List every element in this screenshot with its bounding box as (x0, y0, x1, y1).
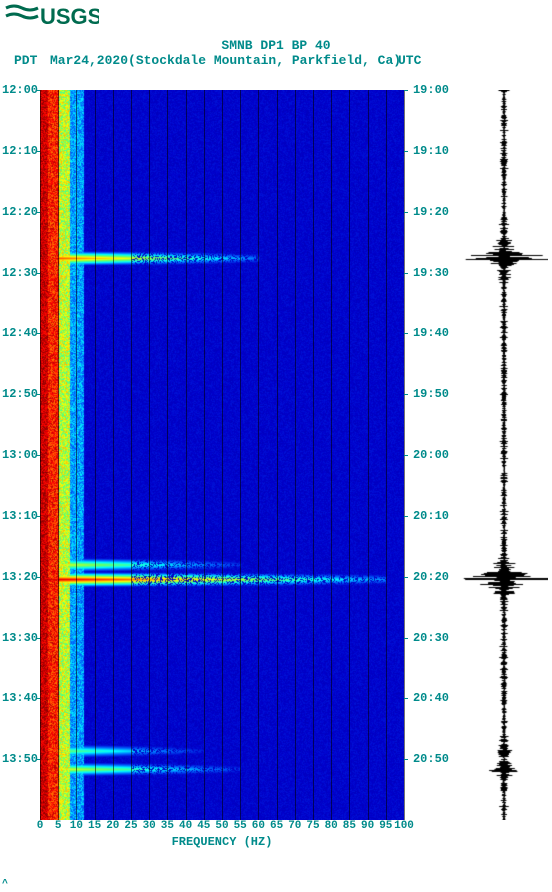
tick-mark (404, 151, 408, 152)
gridline (149, 90, 150, 820)
chart-title: SMNB DP1 BP 40 (0, 38, 552, 53)
tick-mark (404, 333, 408, 334)
gridline (240, 90, 241, 820)
frequency-tick: 55 (234, 820, 247, 832)
frequency-tick: 90 (361, 820, 374, 832)
tick-mark (36, 577, 40, 578)
frequency-axis-label: FREQUENCY (HZ) (40, 835, 404, 849)
svg-text:USGS: USGS (40, 4, 99, 29)
tick-mark (36, 90, 40, 91)
tick-mark (36, 333, 40, 334)
tick-mark (404, 455, 408, 456)
tick-mark (36, 212, 40, 213)
tick-mark (36, 394, 40, 395)
gridline (204, 90, 205, 820)
right-time-tick: 19:00 (404, 84, 449, 96)
frequency-tick: 100 (394, 820, 414, 832)
right-time-tick: 19:30 (404, 267, 449, 279)
footer-mark: ^ (2, 879, 8, 890)
tick-mark (404, 577, 408, 578)
frequency-tick: 10 (70, 820, 83, 832)
root-container: USGS SMNB DP1 BP 40 PDT Mar24,2020(Stock… (0, 0, 552, 892)
frequency-tick: 95 (379, 820, 392, 832)
frequency-tick: 0 (37, 820, 44, 832)
tick-mark (36, 698, 40, 699)
spectrogram-chart (40, 90, 404, 820)
gridline (167, 90, 168, 820)
gridline (295, 90, 296, 820)
gridline (58, 90, 59, 820)
tick-mark (404, 394, 408, 395)
frequency-axis-ticks: 0510152025303540455055606570758085909510… (40, 820, 404, 834)
frequency-tick: 30 (143, 820, 156, 832)
gridline (113, 90, 114, 820)
gridline (76, 90, 77, 820)
right-time-tick: 20:10 (404, 510, 449, 522)
gridline (131, 90, 132, 820)
frequency-tick: 85 (343, 820, 356, 832)
frequency-tick: 15 (88, 820, 101, 832)
tick-mark (36, 516, 40, 517)
gridline (258, 90, 259, 820)
frequency-tick: 5 (55, 820, 62, 832)
right-time-tick: 19:40 (404, 327, 449, 339)
gridline (186, 90, 187, 820)
tick-mark (36, 455, 40, 456)
waveform-canvas (460, 90, 548, 820)
right-time-tick: 19:20 (404, 206, 449, 218)
right-time-tick: 19:50 (404, 388, 449, 400)
gridline (331, 90, 332, 820)
gridline (313, 90, 314, 820)
tick-mark (404, 212, 408, 213)
right-time-tick: 20:20 (404, 571, 449, 583)
tick-mark (36, 638, 40, 639)
tick-mark (404, 516, 408, 517)
right-time-tick: 20:30 (404, 632, 449, 644)
tick-mark (404, 638, 408, 639)
right-time-tick: 20:00 (404, 449, 449, 461)
tick-mark (404, 698, 408, 699)
gridline (222, 90, 223, 820)
frequency-tick: 50 (215, 820, 228, 832)
right-time-axis: 19:0019:1019:2019:3019:4019:5020:0020:10… (404, 90, 454, 820)
gridline (386, 90, 387, 820)
frequency-tick: 20 (106, 820, 119, 832)
gridline (368, 90, 369, 820)
frequency-tick: 35 (161, 820, 174, 832)
gridline (349, 90, 350, 820)
right-time-tick: 20:50 (404, 753, 449, 765)
tick-mark (36, 759, 40, 760)
left-time-axis: 12:0012:1012:2012:3012:4012:5013:0013:10… (0, 90, 40, 820)
frequency-tick: 40 (179, 820, 192, 832)
tick-mark (36, 273, 40, 274)
frequency-tick: 80 (325, 820, 338, 832)
tick-mark (36, 151, 40, 152)
frequency-tick: 60 (252, 820, 265, 832)
frequency-tick: 45 (197, 820, 210, 832)
utc-label: UTC (398, 53, 421, 68)
pdt-label: PDT (14, 53, 37, 68)
frequency-tick: 65 (270, 820, 283, 832)
tick-mark (404, 759, 408, 760)
gridline (277, 90, 278, 820)
usgs-logo: USGS (4, 2, 99, 32)
frequency-tick: 75 (306, 820, 319, 832)
gridline (95, 90, 96, 820)
date-location: Mar24,2020(Stockdale Mountain, Parkfield… (50, 53, 401, 68)
frequency-tick: 25 (124, 820, 137, 832)
right-time-tick: 20:40 (404, 692, 449, 704)
frequency-tick: 70 (288, 820, 301, 832)
waveform-trace (460, 90, 548, 820)
tick-mark (404, 273, 408, 274)
tick-mark (404, 90, 408, 91)
right-time-tick: 19:10 (404, 145, 449, 157)
